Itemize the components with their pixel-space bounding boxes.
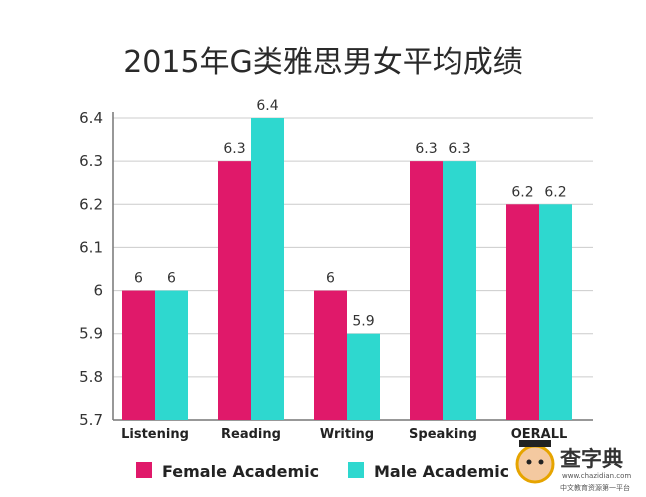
- y-tick-label: 5.9: [79, 325, 103, 343]
- y-axis-ticks: 6.4 6.3 6.2 6.1 6 5.9 5.8 5.7: [79, 109, 103, 429]
- bar-female-reading: [218, 161, 251, 420]
- watermark-brand: 查字典: [560, 447, 623, 471]
- x-axis-categories: Listening Reading Writing Speaking OERAL…: [121, 427, 567, 442]
- bar-male-writing: [347, 333, 380, 420]
- legend-label-female: Female Academic: [162, 462, 319, 481]
- legend-swatch-female: [136, 462, 152, 478]
- bar-female-speaking: [410, 161, 443, 420]
- bar-male-reading: [251, 118, 284, 420]
- bar-male-speaking: [443, 161, 476, 420]
- data-label: 6.2: [544, 184, 566, 200]
- bar-female-writing: [314, 290, 347, 420]
- chart-title: 2015年G类雅思男女平均成绩: [123, 45, 523, 80]
- bar-female-overall: [506, 204, 539, 420]
- graduation-cap-icon: [519, 440, 551, 447]
- data-label: 6: [326, 271, 335, 287]
- data-label: 6.3: [415, 141, 437, 157]
- data-labels: 6 6 6.3 6.4 6 5.9 6.3 6.3 6.2 6.2: [134, 98, 567, 330]
- legend-swatch-male: [348, 462, 364, 478]
- legend-label-male: Male Academic: [374, 462, 509, 481]
- data-label: 6.2: [511, 184, 533, 200]
- bar-group: [122, 118, 572, 420]
- y-tick-label: 6.3: [79, 152, 103, 170]
- bar-female-listening: [122, 290, 155, 420]
- y-tick-label: 6.4: [79, 109, 103, 127]
- data-label: 5.9: [352, 314, 374, 330]
- watermark-logo: 查字典 www.chazidian.com 中文教育资源第一平台: [508, 438, 646, 497]
- mascot-eye-left: [526, 459, 532, 465]
- legend: Female Academic Male Academic: [136, 462, 509, 481]
- mascot-icon: [515, 444, 555, 484]
- data-label: 6.3: [223, 141, 245, 157]
- y-tick-label: 6: [93, 282, 103, 300]
- watermark-url: www.chazidian.com: [562, 472, 631, 480]
- data-label: 6: [167, 271, 176, 287]
- data-label: 6: [134, 271, 143, 287]
- data-label: 6.4: [256, 98, 278, 114]
- y-tick-label: 6.1: [79, 238, 103, 256]
- watermark-tagline: 中文教育资源第一平台: [560, 483, 630, 492]
- x-tick-label: Writing: [320, 427, 374, 442]
- x-tick-label: Listening: [121, 427, 189, 442]
- bar-male-listening: [155, 290, 188, 420]
- y-tick-label: 6.2: [79, 195, 103, 213]
- data-label: 6.3: [448, 141, 470, 157]
- bar-male-overall: [539, 204, 572, 420]
- y-tick-label: 5.7: [79, 411, 103, 429]
- x-tick-label: Reading: [221, 427, 281, 442]
- mascot-eye-right: [538, 459, 544, 465]
- x-tick-label: Speaking: [409, 427, 477, 442]
- y-tick-label: 5.8: [79, 368, 103, 386]
